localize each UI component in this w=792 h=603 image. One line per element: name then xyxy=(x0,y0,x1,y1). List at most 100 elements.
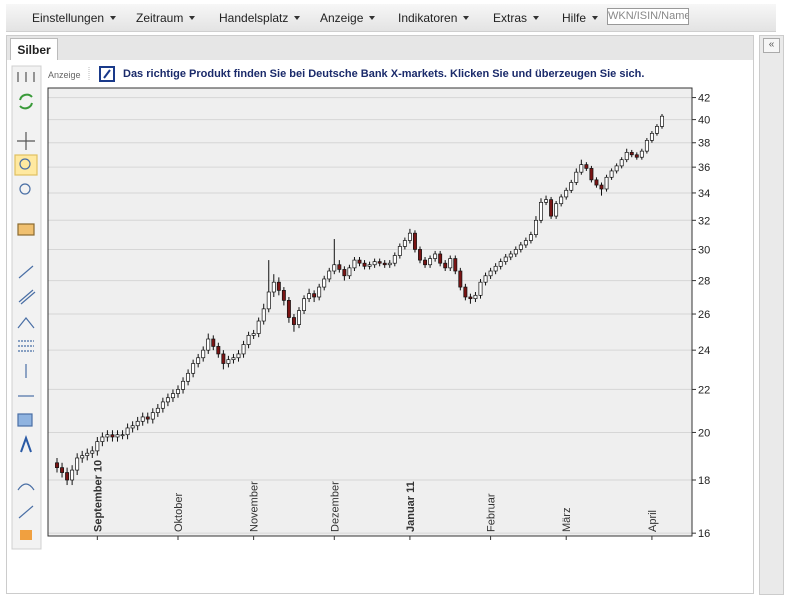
candle-body xyxy=(95,441,100,452)
candle-body xyxy=(221,353,226,364)
candle-body xyxy=(604,176,609,190)
menu-item[interactable]: Zeitraum xyxy=(136,11,195,25)
tool-icon[interactable] xyxy=(19,183,31,195)
tool-icon[interactable] xyxy=(19,93,33,110)
candle-body xyxy=(150,412,155,420)
candle xyxy=(443,260,448,272)
candle xyxy=(518,241,523,253)
x-tick-label: April xyxy=(647,510,659,532)
tool-icon[interactable] xyxy=(17,223,35,236)
candle xyxy=(655,124,659,136)
y-tick-label: 38 xyxy=(698,138,710,150)
candle xyxy=(181,377,185,394)
candle-body xyxy=(609,170,614,178)
candle-body xyxy=(493,265,498,272)
tool-icon[interactable] xyxy=(19,158,31,170)
tool-icon[interactable] xyxy=(20,435,32,453)
candle xyxy=(221,350,226,370)
candle-body xyxy=(160,401,165,409)
candle xyxy=(322,275,327,291)
candle-body xyxy=(569,182,574,191)
candle-body xyxy=(226,359,231,364)
candle xyxy=(307,288,312,303)
candle-body xyxy=(115,434,120,438)
candle-body xyxy=(599,184,604,190)
tool-icon[interactable] xyxy=(17,317,35,329)
candle xyxy=(423,257,427,268)
candle xyxy=(130,421,135,433)
menu-item[interactable]: Einstellungen xyxy=(32,11,116,25)
candle-body xyxy=(297,310,301,325)
tool-icon[interactable] xyxy=(17,413,33,427)
candle-body xyxy=(392,255,397,264)
candle-body xyxy=(402,240,407,247)
tool-icon[interactable] xyxy=(14,154,38,176)
candle-body xyxy=(579,164,584,173)
candle xyxy=(564,187,569,200)
candle xyxy=(110,430,115,442)
candle-body xyxy=(639,150,644,158)
candle xyxy=(372,258,377,268)
tool-icon[interactable] xyxy=(17,132,35,150)
candle xyxy=(90,446,95,458)
tool-icon[interactable] xyxy=(18,265,34,279)
candle-body xyxy=(549,199,554,217)
candle xyxy=(196,353,201,368)
candle-body xyxy=(337,264,342,270)
candle-body xyxy=(619,159,624,167)
y-tick-label: 40 xyxy=(698,115,710,127)
candle-body xyxy=(523,240,528,246)
candle-body xyxy=(352,259,357,269)
menu-item[interactable]: Extras xyxy=(493,11,539,25)
candle xyxy=(473,292,478,303)
candle xyxy=(534,216,538,238)
candle-body xyxy=(145,416,150,420)
menu-item[interactable]: Anzeige xyxy=(320,11,375,25)
candle-body xyxy=(564,189,569,198)
tool-icon[interactable] xyxy=(20,530,32,540)
tool-icon[interactable] xyxy=(17,483,35,491)
candle-body xyxy=(307,293,312,300)
tool-icon[interactable] xyxy=(17,72,35,82)
tool-icon[interactable] xyxy=(18,505,34,519)
candle xyxy=(634,152,639,160)
candle-body xyxy=(155,407,160,413)
collapse-button[interactable]: « xyxy=(763,38,780,53)
search-input[interactable]: WKN/ISIN/Name xyxy=(607,8,689,25)
candle-body xyxy=(418,249,422,261)
candle xyxy=(493,263,498,275)
menu-item[interactable]: Hilfe xyxy=(562,11,598,25)
candle xyxy=(382,260,387,268)
candle-body xyxy=(286,300,291,318)
candle-body xyxy=(428,258,433,266)
candle xyxy=(211,335,216,351)
candle xyxy=(599,182,604,196)
candle-body xyxy=(478,281,483,296)
x-tick-label: September 10 xyxy=(92,460,104,532)
candle-body xyxy=(312,293,317,298)
candle xyxy=(271,274,276,297)
x-tick-label: Oktober xyxy=(173,493,185,532)
candle xyxy=(523,237,528,248)
candle xyxy=(453,255,458,275)
candle xyxy=(85,448,90,461)
candle xyxy=(418,246,422,264)
candle xyxy=(574,168,579,186)
plot-area xyxy=(48,88,692,536)
candle xyxy=(105,430,110,442)
tab[interactable]: Silber xyxy=(10,38,58,61)
candle xyxy=(387,260,392,268)
candle-body xyxy=(60,467,64,473)
candle-body xyxy=(70,469,75,481)
menu-item[interactable]: Indikatoren xyxy=(398,11,469,25)
menu-item[interactable]: Handelsplatz xyxy=(219,11,300,25)
y-tick-label: 34 xyxy=(698,188,710,200)
tool-icon[interactable] xyxy=(18,289,36,305)
candle xyxy=(604,174,609,192)
tool-icon[interactable] xyxy=(18,340,34,352)
candle-body xyxy=(584,164,589,169)
candle-body xyxy=(655,126,659,134)
candle-body xyxy=(589,168,594,181)
ad-text[interactable]: Das richtige Produkt finden Sie bei Deut… xyxy=(123,68,644,80)
candle-body xyxy=(407,232,412,241)
